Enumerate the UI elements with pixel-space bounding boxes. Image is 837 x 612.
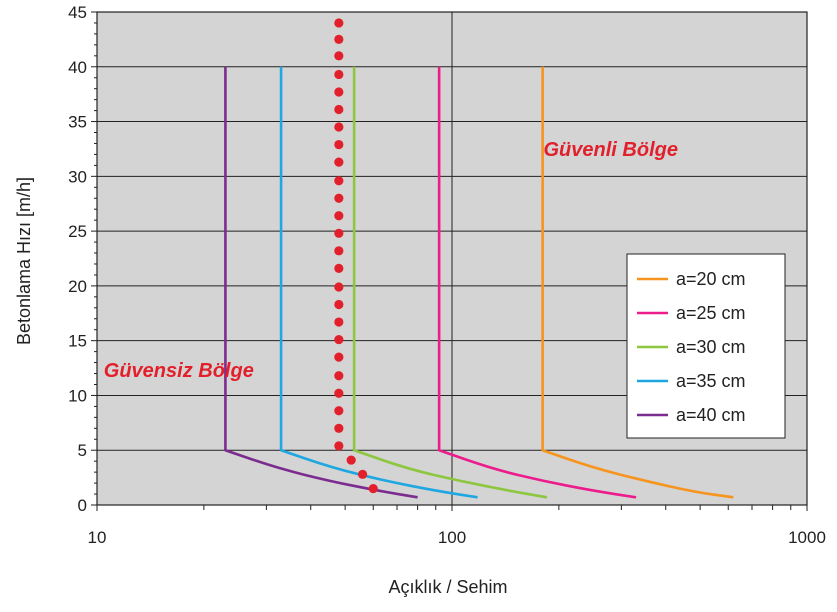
legend-label: a=35 cm xyxy=(676,371,746,391)
boundary-dot xyxy=(334,87,344,97)
boundary-dot xyxy=(334,193,344,203)
y-tick-label: 40 xyxy=(68,58,87,77)
series-line-3 xyxy=(352,66,548,499)
x-tick-label: 10 xyxy=(88,528,107,547)
boundary-dot xyxy=(334,441,344,451)
boundary-dot xyxy=(334,104,344,115)
y-tick-label: 20 xyxy=(68,277,87,296)
y-tick-label: 10 xyxy=(68,386,87,405)
boundary-dot xyxy=(334,246,344,256)
boundary-dot xyxy=(334,51,344,61)
plot-frame xyxy=(96,11,808,506)
x-tick-labels: 10 100 1000 xyxy=(88,528,826,547)
series-line-2 xyxy=(437,66,637,499)
boundary-dot xyxy=(334,34,344,44)
y-tick-label: 25 xyxy=(68,222,87,241)
series-line-1 xyxy=(541,66,734,499)
boundary-dot xyxy=(334,282,344,292)
legend-label: a=40 cm xyxy=(676,405,746,425)
legend-label: a=30 cm xyxy=(676,337,746,357)
boundary-dot xyxy=(334,69,344,80)
boundary-dot xyxy=(334,388,344,398)
x-tick-label: 1000 xyxy=(788,528,826,547)
boundary-dot xyxy=(368,483,378,494)
y-tick-label: 5 xyxy=(78,441,87,460)
boundary-dot xyxy=(334,176,344,186)
zone-label-unsafe: Güvensiz Bölge xyxy=(104,360,254,382)
boundary-dot xyxy=(334,228,344,238)
y-tick-labels: 0 5 10 15 20 25 30 35 40 45 xyxy=(68,3,87,515)
legend: a=20 cm a=25 cm a=30 cm a=35 cm a=40 cm xyxy=(626,253,786,439)
y-tick-label: 30 xyxy=(68,167,87,186)
boundary-dot xyxy=(334,157,344,167)
boundary-dot xyxy=(346,455,356,465)
boundary-dot xyxy=(334,18,344,28)
legend-label: a=25 cm xyxy=(676,303,746,323)
boundary-dot xyxy=(334,371,344,381)
y-axis-title: Betonlama Hızı [m/h] xyxy=(14,177,34,345)
boundary-dot xyxy=(334,352,344,362)
y-tick-label: 35 xyxy=(68,113,87,132)
boundary-dot xyxy=(334,299,344,310)
boundary-dots xyxy=(334,18,378,494)
boundary-dot xyxy=(334,122,344,132)
boundary-dot xyxy=(334,211,344,221)
boundary-dot xyxy=(334,317,344,327)
y-tick-label: 0 xyxy=(78,496,87,515)
boundary-dot xyxy=(334,139,344,150)
y-tick-label: 15 xyxy=(68,332,87,351)
x-axis-title: Açıklık / Sehim xyxy=(388,577,507,597)
major-grid xyxy=(97,12,807,505)
boundary-dot xyxy=(334,406,344,416)
x-tick-label: 100 xyxy=(438,528,466,547)
zone-label-safe: Güvenli Bölge xyxy=(544,139,678,161)
boundary-dot xyxy=(334,263,344,273)
boundary-dot xyxy=(334,423,344,433)
legend-label: a=20 cm xyxy=(676,269,746,289)
boundary-dot xyxy=(358,469,368,479)
boundary-dot xyxy=(334,334,344,345)
y-tick-label: 45 xyxy=(68,3,87,22)
